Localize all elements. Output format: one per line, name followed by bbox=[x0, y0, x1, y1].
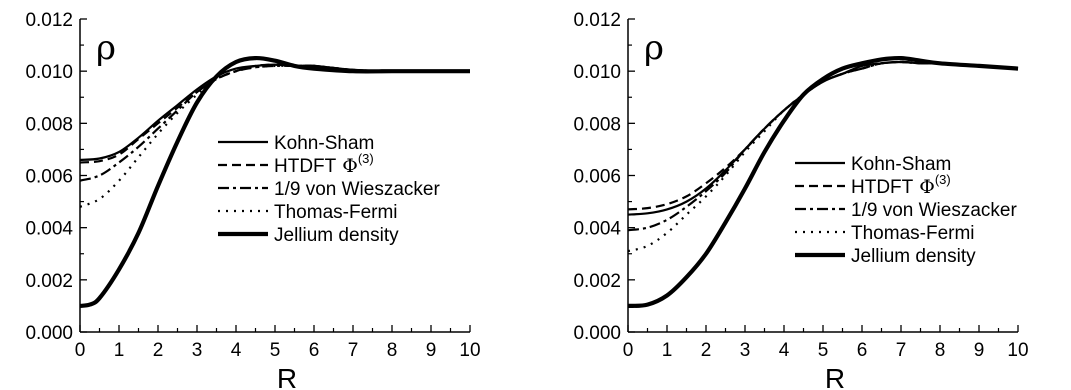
series-line-1-9-von-wieszacker bbox=[79, 64, 470, 182]
chart-panel-2: 0 1 2 3 4 5 6 7 8 9 10 0.000 0.002 0.004 0.006 0.008 0.0… bbox=[573, 10, 1028, 390]
x-tick-label: 5 bbox=[818, 340, 829, 361]
x-tick-label: 1 bbox=[114, 340, 125, 361]
y-tick-label: 0.002 bbox=[573, 271, 621, 292]
legend-text: Jellium density bbox=[274, 225, 399, 246]
legend-text: Jellium density bbox=[851, 246, 976, 267]
x-tick-label: 10 bbox=[1007, 340, 1028, 361]
legend-label: Thomas-Fermi bbox=[274, 202, 398, 223]
x-tick-label: 4 bbox=[779, 340, 790, 361]
x-tick-label: 9 bbox=[426, 340, 437, 361]
x-axis-label: R bbox=[825, 363, 845, 390]
legend-superscript: (3) bbox=[935, 172, 951, 187]
y-tick-label: 0.000 bbox=[25, 323, 73, 344]
x-tick-label: 5 bbox=[270, 340, 281, 361]
x-tick-label: 1 bbox=[662, 340, 673, 361]
x-tick-label: 0 bbox=[623, 340, 634, 361]
legend-text: Thomas-Fermi bbox=[851, 223, 975, 244]
y-tick-label: 0.008 bbox=[573, 114, 621, 135]
x-axis-label: R bbox=[277, 363, 297, 390]
y-tick-label: 0.012 bbox=[573, 10, 621, 31]
legend-text: HTDFT bbox=[274, 156, 337, 177]
x-tick-label: 10 bbox=[459, 340, 480, 361]
chart-panel-1: 0 1 2 3 4 5 6 7 8 9 10 0.000 0.002 0.004 0.006 0.008 0.0… bbox=[25, 10, 480, 390]
y-tick-label: 0.010 bbox=[573, 62, 621, 83]
x-tick-label: 8 bbox=[387, 340, 398, 361]
y-tick-label: 0.012 bbox=[25, 10, 73, 31]
x-tick-label: 4 bbox=[231, 340, 242, 361]
legend-label: 1/9 von Wieszacker bbox=[274, 179, 440, 200]
legend-symbol: Φ bbox=[919, 176, 935, 198]
series-line-jellium-density bbox=[79, 55, 470, 308]
x-tick-label: 9 bbox=[974, 340, 985, 361]
y-tick-label: 0.010 bbox=[25, 62, 73, 83]
series-line-jellium-density bbox=[627, 55, 1019, 308]
legend-text: Kohn-Sham bbox=[851, 154, 951, 175]
legend-label: HTDFT Φ(3) bbox=[851, 172, 951, 198]
x-tick-label: 2 bbox=[701, 340, 712, 361]
legend-label: Thomas-Fermi bbox=[851, 223, 975, 244]
legend-label: Kohn-Sham bbox=[274, 133, 374, 154]
series-line-htdft bbox=[627, 60, 1019, 211]
x-tick-label: 7 bbox=[896, 340, 907, 361]
y-tick-label: 0.004 bbox=[573, 219, 621, 240]
legend-text: Thomas-Fermi bbox=[274, 202, 398, 223]
legend-label: Jellium density bbox=[851, 246, 976, 267]
y-tick-label: 0.006 bbox=[25, 167, 73, 188]
y-tick-label: 0.002 bbox=[25, 271, 73, 292]
legend-label: Jellium density bbox=[274, 225, 399, 246]
y-tick-label: 0.000 bbox=[573, 323, 621, 344]
legend-label: 1/9 von Wieszacker bbox=[851, 200, 1017, 221]
legend-text: 1/9 von Wieszacker bbox=[851, 200, 1017, 221]
y-axis-label: ρ bbox=[644, 28, 664, 68]
y-tick-label: 0.008 bbox=[25, 114, 73, 135]
y-tick-label: 0.004 bbox=[25, 219, 73, 240]
legend-label: HTDFT Φ(3) bbox=[274, 151, 374, 177]
y-axis-label: ρ bbox=[96, 28, 116, 68]
x-tick-label: 0 bbox=[75, 340, 86, 361]
legend-text: Kohn-Sham bbox=[274, 133, 374, 154]
x-tick-label: 3 bbox=[740, 340, 751, 361]
series-line-kohn-sham bbox=[627, 60, 1019, 216]
legend-text: 1/9 von Wieszacker bbox=[274, 179, 440, 200]
x-tick-label: 7 bbox=[348, 340, 359, 361]
legend-symbol: Φ bbox=[342, 155, 358, 177]
x-tick-label: 8 bbox=[935, 340, 946, 361]
x-tick-label: 2 bbox=[153, 340, 164, 361]
x-tick-label: 6 bbox=[309, 340, 320, 361]
y-tick-label: 0.006 bbox=[573, 167, 621, 188]
legend-label: Kohn-Sham bbox=[851, 154, 951, 175]
x-tick-label: 6 bbox=[857, 340, 868, 361]
x-tick-label: 3 bbox=[192, 340, 203, 361]
legend-text: HTDFT bbox=[851, 177, 914, 198]
legend-superscript: (3) bbox=[358, 151, 374, 166]
